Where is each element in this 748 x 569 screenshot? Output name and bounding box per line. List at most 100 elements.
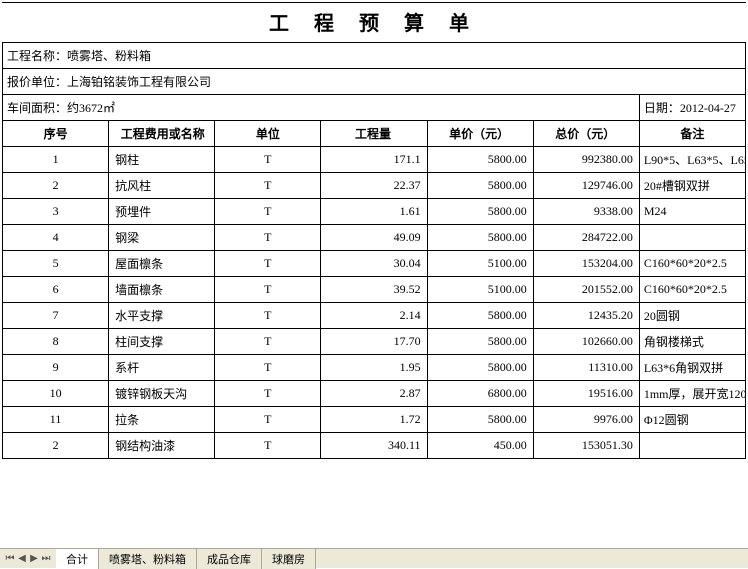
cell-price: 5800.00 xyxy=(427,225,533,251)
table-row: 10镀锌钢板天沟T2.876800.0019516.001mm厚，展开宽1200… xyxy=(3,381,746,407)
sheet-tabs-bar: ⏮ ◀ ▶ ⏭ 合计喷雾塔、粉料箱成品仓库球磨房 xyxy=(0,548,748,568)
cell-price: 5100.00 xyxy=(427,251,533,277)
cell-unit: T xyxy=(215,277,321,303)
date-value: 2012-04-27 xyxy=(680,101,736,115)
date-cell: 日期：2012-04-27 xyxy=(639,95,745,121)
cell-qty: 17.70 xyxy=(321,329,427,355)
tab-nav-next-icon[interactable]: ▶ xyxy=(28,553,40,564)
table-row: 5屋面檩条T30.045100.00153204.00C160*60*20*2.… xyxy=(3,251,746,277)
cell-qty: 30.04 xyxy=(321,251,427,277)
cell-no: 11 xyxy=(3,407,109,433)
col-header-unit: 单位 xyxy=(215,121,321,147)
cell-name: 柱间支撑 xyxy=(109,329,215,355)
cell-unit: T xyxy=(215,329,321,355)
vendor-name: 上海铂铭装饰工程有限公司 xyxy=(67,75,211,89)
cell-name: 抗风柱 xyxy=(109,173,215,199)
cell-unit: T xyxy=(215,381,321,407)
cell-qty: 340.11 xyxy=(321,433,427,459)
tab-nav-first-icon[interactable]: ⏮ xyxy=(4,553,16,564)
budget-table: 工程名称：喷雾塔、粉料箱 报价单位：上海铂铭装饰工程有限公司 车间面积：约367… xyxy=(2,42,746,459)
project-name-row: 工程名称：喷雾塔、粉料箱 xyxy=(3,43,746,69)
project-name: 喷雾塔、粉料箱 xyxy=(67,49,151,63)
cell-name: 钢柱 xyxy=(109,147,215,173)
cell-price: 5800.00 xyxy=(427,199,533,225)
project-label: 工程名称： xyxy=(7,49,67,63)
vendor-label: 报价单位： xyxy=(7,75,67,89)
cell-remark xyxy=(639,225,745,251)
area-cell: 车间面积：约3672㎡ xyxy=(3,95,640,121)
col-header-no: 序号 xyxy=(3,121,109,147)
cell-total: 9976.00 xyxy=(533,407,639,433)
cell-price: 5800.00 xyxy=(427,173,533,199)
cell-remark: C160*60*20*2.5 xyxy=(639,277,745,303)
cell-no: 2 xyxy=(3,433,109,459)
table-row: 2钢结构油漆T340.11450.00153051.30 xyxy=(3,433,746,459)
cell-price: 5800.00 xyxy=(427,147,533,173)
table-row: 6墙面檩条T39.525100.00201552.00C160*60*20*2.… xyxy=(3,277,746,303)
area-label: 车间面积： xyxy=(7,101,67,115)
table-row: 1钢柱T171.15800.00992380.00L90*5、L63*5、L65… xyxy=(3,147,746,173)
cell-qty: 49.09 xyxy=(321,225,427,251)
sheet-tab[interactable]: 喷雾塔、粉料箱 xyxy=(99,549,197,569)
cell-name: 屋面檩条 xyxy=(109,251,215,277)
sheet-tab[interactable]: 合计 xyxy=(56,549,99,569)
cell-remark: 1mm厚，展开宽1200mm xyxy=(639,381,745,407)
cell-name: 预埋件 xyxy=(109,199,215,225)
cell-price: 5800.00 xyxy=(427,303,533,329)
cell-qty: 1.61 xyxy=(321,199,427,225)
table-row: 4钢梁T49.095800.00284722.00 xyxy=(3,225,746,251)
cell-qty: 2.14 xyxy=(321,303,427,329)
cell-no: 2 xyxy=(3,173,109,199)
cell-name: 系杆 xyxy=(109,355,215,381)
cell-price: 5800.00 xyxy=(427,329,533,355)
area-value: 约3672㎡ xyxy=(67,101,115,115)
cell-qty: 22.37 xyxy=(321,173,427,199)
cell-price: 6800.00 xyxy=(427,381,533,407)
cell-no: 6 xyxy=(3,277,109,303)
tab-nav: ⏮ ◀ ▶ ⏭ xyxy=(0,553,56,564)
date-label: 日期： xyxy=(644,101,680,115)
vendor-row: 报价单位：上海铂铭装饰工程有限公司 xyxy=(3,69,746,95)
cell-total: 9338.00 xyxy=(533,199,639,225)
cell-qty: 171.1 xyxy=(321,147,427,173)
cell-unit: T xyxy=(215,355,321,381)
tab-nav-last-icon[interactable]: ⏭ xyxy=(40,553,52,564)
cell-remark: 20圆钢 xyxy=(639,303,745,329)
tab-nav-prev-icon[interactable]: ◀ xyxy=(16,553,28,564)
cell-unit: T xyxy=(215,225,321,251)
cell-no: 9 xyxy=(3,355,109,381)
col-header-remark: 备注 xyxy=(639,121,745,147)
cell-unit: T xyxy=(215,173,321,199)
cell-unit: T xyxy=(215,433,321,459)
cell-remark: M24 xyxy=(639,199,745,225)
cell-total: 12435.20 xyxy=(533,303,639,329)
cell-no: 7 xyxy=(3,303,109,329)
cell-unit: T xyxy=(215,407,321,433)
cell-total: 19516.00 xyxy=(533,381,639,407)
page-title: 工 程 预 算 单 xyxy=(2,2,746,42)
sheet-tab[interactable]: 球磨房 xyxy=(262,549,316,569)
col-header-qty: 工程量 xyxy=(321,121,427,147)
cell-price: 5800.00 xyxy=(427,407,533,433)
cell-qty: 1.95 xyxy=(321,355,427,381)
cell-price: 450.00 xyxy=(427,433,533,459)
sheet-tab[interactable]: 成品仓库 xyxy=(197,549,262,569)
col-header-price: 单价（元） xyxy=(427,121,533,147)
cell-no: 1 xyxy=(3,147,109,173)
cell-price: 5800.00 xyxy=(427,355,533,381)
cell-name: 水平支撑 xyxy=(109,303,215,329)
cell-total: 992380.00 xyxy=(533,147,639,173)
cell-unit: T xyxy=(215,199,321,225)
cell-name: 墙面檩条 xyxy=(109,277,215,303)
cell-no: 3 xyxy=(3,199,109,225)
table-row: 8柱间支撑T17.705800.00102660.00角钢楼梯式 xyxy=(3,329,746,355)
cell-name: 钢结构油漆 xyxy=(109,433,215,459)
table-row: 11拉条T1.725800.009976.00Φ12圆钢 xyxy=(3,407,746,433)
cell-total: 153204.00 xyxy=(533,251,639,277)
cell-unit: T xyxy=(215,147,321,173)
cell-name: 钢梁 xyxy=(109,225,215,251)
col-header-total: 总价（元） xyxy=(533,121,639,147)
cell-remark: 20#槽钢双拼 xyxy=(639,173,745,199)
cell-no: 10 xyxy=(3,381,109,407)
cell-total: 11310.00 xyxy=(533,355,639,381)
